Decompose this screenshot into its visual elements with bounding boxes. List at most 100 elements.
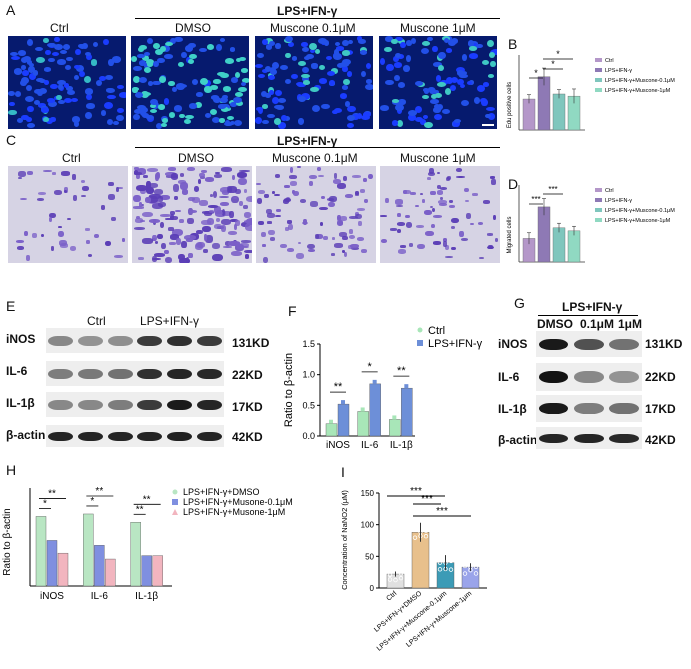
nucleus — [162, 45, 171, 53]
migrated-cell — [59, 240, 68, 246]
nucleus — [222, 86, 232, 92]
migrated-cell — [363, 198, 368, 204]
nucleus — [35, 57, 45, 64]
nucleus — [27, 66, 35, 73]
e-blot-actin — [46, 425, 224, 447]
migrated-cell — [308, 174, 317, 179]
nucleus — [33, 70, 39, 76]
nucleus — [21, 115, 29, 121]
migrated-cell — [48, 217, 53, 223]
chart-f-tick-label: 0.0 — [302, 431, 315, 441]
migrated-cell — [349, 215, 359, 219]
nucleus — [137, 53, 145, 59]
nucleus — [63, 97, 73, 104]
nucleus — [157, 57, 165, 64]
chart-f-point — [329, 419, 333, 424]
nucleus — [112, 56, 122, 63]
nucleus — [318, 65, 326, 71]
migrated-cell — [139, 187, 146, 195]
migrated-cell — [368, 173, 374, 180]
nucleus — [280, 65, 289, 71]
bar-2 — [552, 93, 566, 131]
nucleus — [346, 122, 354, 129]
migrated-cell — [165, 218, 172, 221]
chart-f: Ratio to β-actin 0.0 0.5 1.0 1.5 iNOS ** IL-6 * I… — [283, 325, 483, 451]
nucleus — [27, 106, 34, 113]
nucleus — [302, 66, 309, 73]
nucleus — [226, 116, 234, 121]
nucleus — [38, 87, 48, 94]
nucleus — [240, 81, 246, 86]
migrated-cell — [314, 234, 320, 239]
chart-h-bar — [152, 555, 163, 587]
nucleus — [188, 103, 198, 109]
panel-label-e: E — [6, 298, 16, 314]
migrated-cell — [116, 186, 120, 193]
migrated-cell — [228, 241, 241, 246]
label-a-dmso: DMSO — [175, 21, 211, 35]
nucleus — [50, 117, 56, 122]
nucleus — [433, 62, 442, 67]
nucleus — [380, 58, 386, 66]
chart-f-tick-label: 0.5 — [302, 400, 315, 410]
chart-b-ylabel: Edu positive cells — [507, 82, 513, 128]
nucleus — [326, 71, 335, 77]
chart-h: Ratio to β-actiniNOS***IL-6***IL-1β****L… — [2, 486, 293, 602]
migrated-cell — [390, 227, 397, 231]
nucleus — [461, 54, 468, 61]
migrated-cell — [170, 173, 178, 180]
nucleus — [333, 53, 343, 61]
e-size-il1b: 17KD — [232, 400, 263, 414]
migrated-cell — [136, 168, 147, 176]
nucleus — [264, 66, 272, 73]
nucleus — [265, 43, 273, 50]
chart-f-tick-label: 1.5 — [302, 339, 315, 349]
chart-i-point — [393, 577, 398, 583]
nucleus — [150, 98, 158, 106]
migrated-cell — [186, 166, 195, 171]
migrated-cell — [319, 222, 324, 227]
bar-3 — [567, 230, 581, 263]
migrated-cell — [240, 240, 252, 243]
nucleus — [347, 115, 356, 122]
nucleus — [85, 112, 92, 120]
migrated-cell — [134, 166, 139, 170]
legend-d-swatch-ctrl — [595, 188, 602, 192]
chart-b-star-3: * — [556, 50, 560, 59]
migrated-cell — [465, 199, 469, 202]
nucleus — [334, 108, 343, 114]
chart-i-point — [398, 570, 404, 576]
migrated-cell — [334, 243, 343, 248]
nucleus — [45, 117, 53, 125]
nucleus — [433, 104, 440, 110]
migrated-cell — [292, 190, 296, 195]
migrated-cell — [204, 234, 208, 241]
nucleus — [468, 45, 478, 51]
nucleus — [210, 108, 218, 116]
blot-band — [78, 399, 103, 410]
nucleus — [41, 107, 50, 113]
nucleus — [234, 71, 240, 78]
nucleus — [255, 117, 263, 125]
nucleus — [191, 78, 199, 85]
nucleus — [74, 64, 80, 70]
migrated-cell — [86, 240, 90, 245]
blot-band — [167, 368, 192, 379]
nucleus — [302, 75, 309, 83]
e-size-actin: 42KD — [232, 430, 263, 444]
nucleus — [135, 92, 144, 99]
blot-band — [137, 399, 163, 410]
migrated-cell — [196, 229, 204, 234]
migrated-cell — [287, 220, 292, 224]
nucleus — [65, 65, 72, 71]
migrated-cell — [132, 194, 141, 203]
migrated-cell — [208, 210, 214, 214]
nucleus — [144, 51, 151, 57]
nucleus — [25, 116, 33, 122]
chart-i-point — [398, 575, 404, 581]
nucleus — [213, 96, 222, 104]
migrated-cell — [269, 237, 276, 241]
migrated-cell — [121, 238, 125, 242]
chart-h-star: ** — [136, 504, 144, 515]
migrated-cell — [107, 194, 115, 200]
